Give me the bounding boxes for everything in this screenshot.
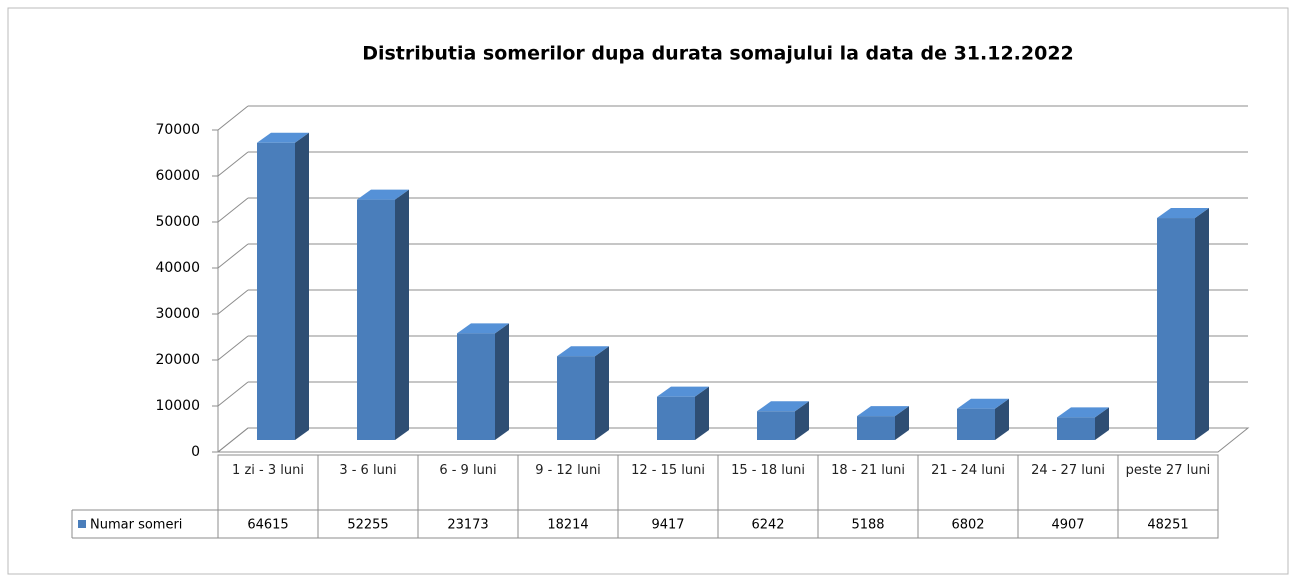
bar-front — [657, 396, 695, 440]
bar-side — [895, 406, 909, 440]
x-tick-label: 15 - 18 luni — [731, 463, 805, 478]
category-cell: 21 - 24 luni — [931, 463, 1005, 478]
category-cell: 15 - 18 luni — [731, 463, 805, 478]
bar — [957, 398, 1009, 440]
table-value: 5188 — [851, 518, 884, 533]
legend-key — [78, 520, 86, 528]
bar-side — [495, 323, 509, 440]
x-tick-label: 6 - 9 luni — [439, 463, 497, 478]
table-value: 23173 — [447, 518, 488, 533]
bar — [657, 386, 709, 440]
bar — [757, 401, 809, 440]
x-tick-label: 3 - 6 luni — [339, 463, 397, 478]
y-tick-label: 60000 — [155, 168, 200, 184]
bar-front — [257, 142, 295, 440]
bar-side — [295, 132, 309, 440]
x-tick-label: 21 - 24 luni — [931, 463, 1005, 478]
bar-front — [1057, 417, 1095, 440]
table-value: 52255 — [347, 518, 388, 533]
bar-front — [857, 416, 895, 440]
y-tick-label: 10000 — [155, 398, 200, 414]
x-tick-label: 9 - 12 luni — [535, 463, 601, 478]
bar-front — [1157, 218, 1195, 440]
table-value: 9417 — [651, 518, 684, 533]
table-value: 6242 — [751, 518, 784, 533]
bar-front — [757, 411, 795, 440]
table-value: 6802 — [951, 518, 984, 533]
bar-side — [1195, 208, 1209, 440]
bar-top — [257, 132, 309, 143]
bar-side — [395, 189, 409, 440]
y-tick-label: 20000 — [155, 352, 200, 368]
bar-top — [1057, 407, 1109, 418]
x-tick-label: 1 zi - 3 luni — [232, 463, 304, 478]
bar-front — [357, 199, 395, 440]
bar-top — [357, 189, 409, 200]
side-grid-line — [217, 289, 249, 315]
bar-top — [557, 346, 609, 357]
category-cell: 9 - 12 luni — [535, 463, 601, 478]
bar-top — [857, 406, 909, 417]
category-cell: 6 - 9 luni — [439, 463, 497, 478]
bar — [257, 132, 309, 440]
category-cell: 24 - 27 luni — [1031, 463, 1105, 478]
bar — [457, 323, 509, 440]
y-tick-label: 70000 — [155, 122, 200, 138]
table-value: 4907 — [1051, 518, 1084, 533]
category-cell: peste 27 luni — [1125, 463, 1211, 478]
y-tick-label: 30000 — [155, 306, 200, 322]
x-tick-label: peste 27 luni — [1125, 463, 1211, 478]
bar — [857, 406, 909, 440]
bar-top — [1157, 208, 1209, 219]
category-cell: 1 zi - 3 luni — [232, 463, 304, 478]
bar-side — [995, 398, 1009, 440]
bar-side — [795, 401, 809, 440]
table-value: 48251 — [1147, 518, 1188, 533]
table-value: 64615 — [247, 518, 288, 533]
chart-title: Distributia somerilor dupa durata somaju… — [362, 43, 1074, 65]
bar-front — [457, 333, 495, 440]
bar-top — [957, 398, 1009, 409]
bar-front — [957, 408, 995, 440]
x-tick-label: 24 - 27 luni — [1031, 463, 1105, 478]
bar-top — [657, 386, 709, 397]
side-grid-line — [217, 243, 249, 269]
side-grid-line — [217, 151, 249, 177]
side-grid-line — [217, 197, 249, 223]
category-cell: 3 - 6 luni — [339, 463, 397, 478]
bar-front — [557, 356, 595, 440]
bar-side — [695, 386, 709, 440]
bar-top — [757, 401, 809, 412]
side-grid-line — [217, 381, 249, 407]
bar — [1057, 407, 1109, 440]
chart-border — [7, 7, 1289, 575]
side-grid-line — [217, 105, 249, 131]
bar-side — [595, 346, 609, 440]
bar-side — [1095, 407, 1109, 440]
bar — [357, 189, 409, 440]
y-tick-label: 0 — [191, 444, 200, 460]
side-grid-line — [217, 427, 249, 453]
y-tick-label: 40000 — [155, 260, 200, 276]
x-tick-label: 18 - 21 luni — [831, 463, 905, 478]
bar — [557, 346, 609, 440]
side-grid-line — [217, 335, 249, 361]
bar-top — [457, 323, 509, 334]
legend-label: Numar someri — [90, 518, 182, 533]
x-tick-label: 12 - 15 luni — [631, 463, 705, 478]
bar — [1157, 208, 1209, 440]
category-cell: 12 - 15 luni — [631, 463, 705, 478]
table-value: 18214 — [547, 518, 588, 533]
category-cell: 18 - 21 luni — [831, 463, 905, 478]
y-tick-label: 50000 — [155, 214, 200, 230]
